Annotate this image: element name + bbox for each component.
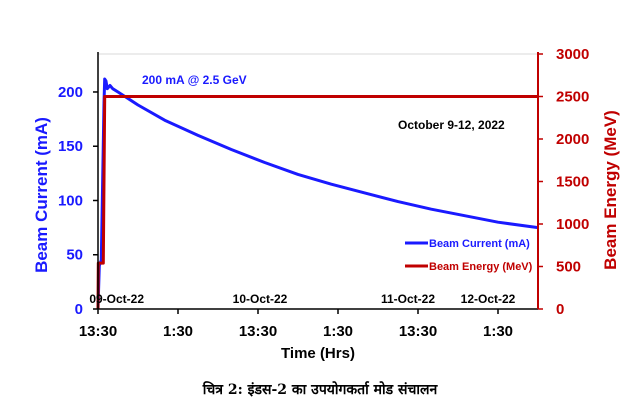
left-y-tick-label: 100 (58, 192, 83, 209)
x-tick-label: 13:30 (239, 323, 277, 340)
left-y-axis-title: Beam Current (mA) (32, 117, 51, 273)
series-layer (96, 77, 539, 310)
figure-caption: चित्र 2: इंडस-2 का उपयोगकर्ता मोड संचालन (202, 382, 438, 398)
legend-label: Beam Energy (MeV) (429, 261, 533, 273)
legend-label: Beam Current (mA) (429, 238, 530, 250)
right-y-tick-label: 1500 (556, 174, 589, 191)
date-range-annotation: October 9-12, 2022 (398, 118, 505, 132)
beam-current-line (96, 77, 539, 310)
date-label: 12-Oct-22 (461, 292, 516, 306)
left-y-tick-label: 0 (75, 301, 83, 318)
right-y-axis-title: Beam Energy (MeV) (601, 110, 620, 270)
labels-layer: 05010015020005001000150020002500300013:3… (32, 46, 620, 362)
x-tick-label: 1:30 (483, 323, 513, 340)
x-tick-label: 1:30 (323, 323, 353, 340)
right-y-tick-label: 2500 (556, 89, 589, 106)
date-label: 11-Oct-22 (381, 292, 435, 306)
right-y-tick-label: 0 (556, 301, 564, 318)
x-tick-label: 1:30 (163, 323, 193, 340)
left-y-tick-label: 50 (66, 247, 83, 264)
beam-chart: 05010015020005001000150020002500300013:3… (32, 46, 620, 362)
right-y-tick-label: 500 (556, 259, 581, 276)
date-label: 10-Oct-22 (233, 292, 288, 306)
x-tick-label: 13:30 (79, 323, 117, 340)
axes-layer (93, 52, 543, 314)
x-axis-title: Time (Hrs) (281, 345, 355, 362)
right-y-tick-label: 2000 (556, 131, 589, 148)
date-label: 09-Oct-22 (89, 292, 144, 306)
left-y-tick-label: 150 (58, 138, 83, 155)
beam-annotation: 200 mA @ 2.5 GeV (142, 73, 247, 87)
right-y-tick-label: 3000 (556, 46, 589, 63)
x-tick-label: 13:30 (399, 323, 437, 340)
right-y-tick-label: 1000 (556, 216, 589, 233)
left-y-tick-label: 200 (58, 84, 83, 101)
